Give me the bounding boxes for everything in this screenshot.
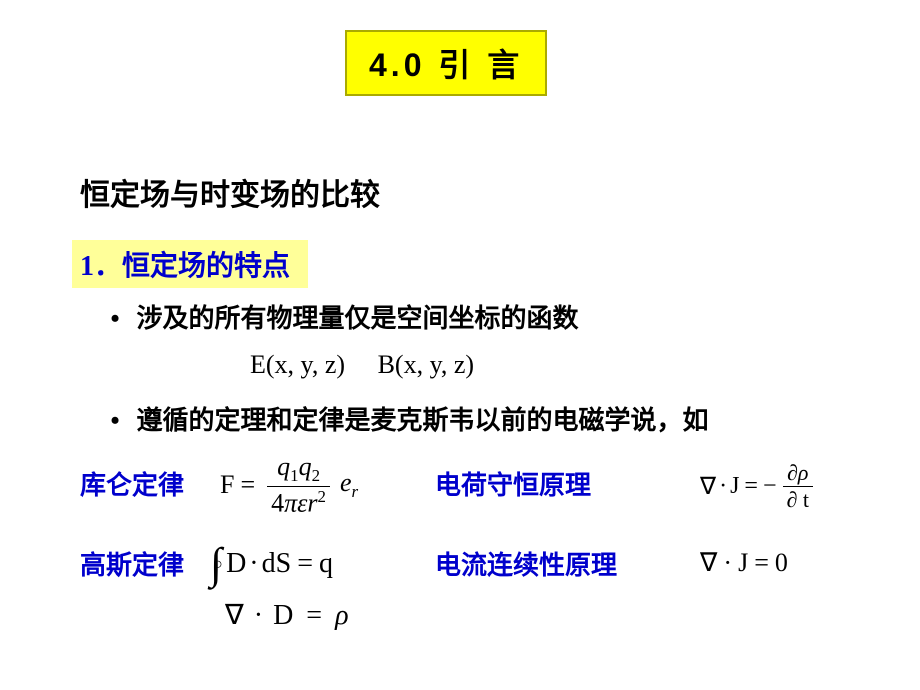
gauss-dot: · [249, 548, 258, 580]
cur-eq: = [754, 548, 775, 577]
oint-icon: ∫ [210, 538, 222, 589]
gauss-dS: dS [262, 548, 292, 580]
divD-nabla: ∇ [225, 600, 244, 631]
bullet-2: • 遵循的定理和定律是麦克斯韦以前的电磁学说，如 [100, 400, 709, 437]
coulomb-F: F [220, 470, 234, 500]
bullet-2-text: 遵循的定理和定律是麦克斯韦以前的电磁学说，如 [137, 406, 709, 435]
section-heading: 恒定场与时变场的比较 [80, 170, 380, 214]
cur-dot: · [723, 548, 738, 577]
div-D-formula: ∇ · D = ρ [225, 598, 349, 632]
subsection-heading: 1．恒定场的特点 [72, 240, 308, 288]
gauss-law-label: 高斯定律 [80, 545, 184, 582]
coulomb-q2: q [299, 452, 312, 481]
divD-eq: = [306, 600, 322, 631]
gauss-formula: ∫ D · dS = q [210, 538, 333, 589]
fn-E: E(x, y, z) [250, 350, 345, 379]
coulomb-eps: ε [297, 489, 307, 518]
coulomb-r: r [307, 489, 317, 518]
cc-rho: ρ [798, 460, 809, 485]
coulomb-q1: q [277, 452, 290, 481]
cur-zero: 0 [775, 548, 794, 577]
gauss-q: q [319, 548, 333, 580]
divD-rho: ρ [335, 600, 348, 631]
coulomb-law-label: 库仑定律 [80, 465, 184, 502]
fn-B: B(x, y, z) [378, 350, 475, 379]
charge-conservation-formula: ∇ · J = − ∂ρ ∂ t [700, 460, 813, 513]
coulomb-formula: F = q1q2 4πεr2 er [220, 452, 358, 519]
coulomb-fraction: q1q2 4πεr2 [267, 452, 330, 519]
coulomb-4: 4 [271, 489, 284, 518]
cc-t: t [803, 487, 809, 512]
cc-partial-d: ∂ [787, 487, 798, 512]
coulomb-pi: π [284, 489, 297, 518]
bullet-dot-icon: • [100, 406, 130, 436]
coulomb-eq: = [240, 470, 255, 500]
cc-fraction: ∂ρ ∂ t [783, 460, 814, 513]
cc-nabla: ∇ [700, 472, 716, 501]
bullet-1: • 涉及的所有物理量仅是空间坐标的函数 [100, 298, 579, 335]
bullet-1-text: 涉及的所有物理量仅是空间坐标的函数 [137, 304, 579, 333]
coulomb-sub2: 2 [312, 466, 320, 485]
cc-partial-n: ∂ [787, 460, 798, 485]
cc-dot: · [719, 473, 727, 500]
cur-nabla: ∇ [700, 548, 723, 577]
gauss-D: D [226, 548, 246, 580]
functions-line: E(x, y, z) B(x, y, z) [250, 350, 474, 380]
cc-minus: − [763, 473, 777, 500]
gauss-eq: = [297, 548, 313, 580]
page-title: 4.0 引 言 [345, 30, 547, 96]
charge-conservation-label: 电荷守恒原理 [435, 465, 591, 502]
coulomb-sub1: 1 [290, 466, 298, 485]
coulomb-er: r [352, 483, 359, 502]
coulomb-e: e [340, 468, 352, 497]
bullet-dot-icon: • [100, 304, 130, 334]
divD-D: D [273, 600, 293, 631]
cc-J: J [730, 473, 739, 500]
divD-dot: · [254, 600, 263, 631]
cc-eq: = [744, 473, 758, 500]
current-continuity-formula: ∇·J=0 [700, 548, 794, 578]
coulomb-r2: 2 [318, 487, 326, 506]
cur-J: J [738, 548, 754, 577]
current-continuity-label: 电流连续性原理 [435, 545, 617, 582]
